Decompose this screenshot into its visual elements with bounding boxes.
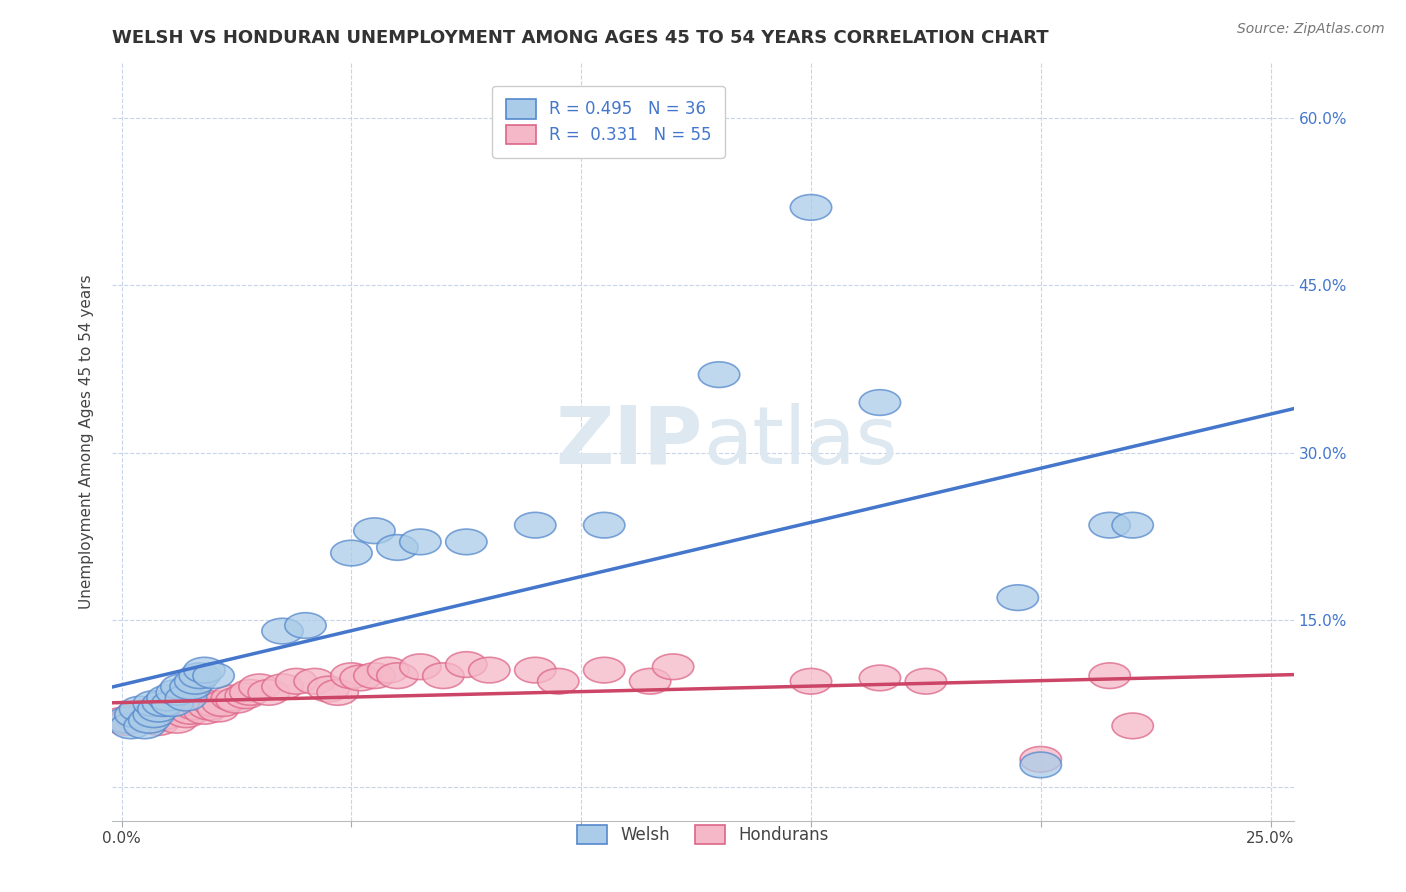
Ellipse shape xyxy=(537,668,579,694)
Ellipse shape xyxy=(120,702,160,728)
Ellipse shape xyxy=(1112,512,1153,538)
Ellipse shape xyxy=(124,713,166,739)
Ellipse shape xyxy=(354,518,395,543)
Ellipse shape xyxy=(184,657,225,683)
Ellipse shape xyxy=(294,668,336,694)
Ellipse shape xyxy=(377,663,418,689)
Ellipse shape xyxy=(229,680,271,706)
Ellipse shape xyxy=(105,710,148,735)
Ellipse shape xyxy=(160,690,202,716)
Ellipse shape xyxy=(583,512,624,538)
Ellipse shape xyxy=(134,707,174,733)
Legend: Welsh, Hondurans: Welsh, Hondurans xyxy=(564,812,842,858)
Ellipse shape xyxy=(515,512,555,538)
Ellipse shape xyxy=(188,694,229,720)
Ellipse shape xyxy=(630,668,671,694)
Ellipse shape xyxy=(152,690,193,716)
Ellipse shape xyxy=(652,654,693,680)
Ellipse shape xyxy=(105,707,148,733)
Text: atlas: atlas xyxy=(703,402,897,481)
Ellipse shape xyxy=(148,685,188,711)
Ellipse shape xyxy=(148,698,188,724)
Ellipse shape xyxy=(399,654,441,680)
Ellipse shape xyxy=(142,704,184,730)
Ellipse shape xyxy=(790,668,832,694)
Ellipse shape xyxy=(330,541,373,566)
Ellipse shape xyxy=(1090,663,1130,689)
Ellipse shape xyxy=(1021,752,1062,778)
Ellipse shape xyxy=(790,194,832,220)
Text: WELSH VS HONDURAN UNEMPLOYMENT AMONG AGES 45 TO 54 YEARS CORRELATION CHART: WELSH VS HONDURAN UNEMPLOYMENT AMONG AGE… xyxy=(112,29,1049,47)
Ellipse shape xyxy=(115,706,156,731)
Ellipse shape xyxy=(170,674,211,699)
Ellipse shape xyxy=(262,618,304,644)
Ellipse shape xyxy=(399,529,441,555)
Ellipse shape xyxy=(197,697,239,722)
Ellipse shape xyxy=(160,674,202,699)
Ellipse shape xyxy=(997,585,1039,610)
Ellipse shape xyxy=(859,665,901,690)
Text: Source: ZipAtlas.com: Source: ZipAtlas.com xyxy=(1237,22,1385,37)
Text: ZIP: ZIP xyxy=(555,402,703,481)
Ellipse shape xyxy=(179,663,221,689)
Ellipse shape xyxy=(367,657,409,683)
Ellipse shape xyxy=(515,657,555,683)
Ellipse shape xyxy=(217,688,257,713)
Ellipse shape xyxy=(142,690,184,716)
Ellipse shape xyxy=(134,690,174,716)
Ellipse shape xyxy=(699,362,740,387)
Ellipse shape xyxy=(211,685,253,711)
Ellipse shape xyxy=(115,702,156,728)
Ellipse shape xyxy=(174,668,217,694)
Ellipse shape xyxy=(446,529,486,555)
Ellipse shape xyxy=(124,702,166,728)
Ellipse shape xyxy=(101,707,142,733)
Ellipse shape xyxy=(170,698,211,724)
Ellipse shape xyxy=(174,694,217,720)
Ellipse shape xyxy=(134,702,174,728)
Ellipse shape xyxy=(110,713,152,739)
Ellipse shape xyxy=(247,680,290,706)
Ellipse shape xyxy=(166,702,207,728)
Ellipse shape xyxy=(905,668,946,694)
Ellipse shape xyxy=(239,674,280,699)
Ellipse shape xyxy=(446,652,486,677)
Ellipse shape xyxy=(262,674,304,699)
Ellipse shape xyxy=(120,697,160,722)
Ellipse shape xyxy=(423,663,464,689)
Ellipse shape xyxy=(138,710,179,735)
Ellipse shape xyxy=(316,680,359,706)
Ellipse shape xyxy=(128,707,170,733)
Ellipse shape xyxy=(202,690,243,716)
Ellipse shape xyxy=(859,390,901,416)
Ellipse shape xyxy=(1090,512,1130,538)
Ellipse shape xyxy=(110,707,152,733)
Ellipse shape xyxy=(225,683,266,708)
Ellipse shape xyxy=(184,698,225,724)
Ellipse shape xyxy=(354,663,395,689)
Ellipse shape xyxy=(1021,747,1062,772)
Ellipse shape xyxy=(166,685,207,711)
Ellipse shape xyxy=(115,702,156,728)
Ellipse shape xyxy=(1112,713,1153,739)
Ellipse shape xyxy=(179,690,221,716)
Ellipse shape xyxy=(377,534,418,560)
Ellipse shape xyxy=(583,657,624,683)
Ellipse shape xyxy=(330,663,373,689)
Ellipse shape xyxy=(193,663,235,689)
Ellipse shape xyxy=(138,697,179,722)
Ellipse shape xyxy=(340,665,381,690)
Ellipse shape xyxy=(285,613,326,639)
Ellipse shape xyxy=(152,694,193,720)
Ellipse shape xyxy=(193,690,235,716)
Y-axis label: Unemployment Among Ages 45 to 54 years: Unemployment Among Ages 45 to 54 years xyxy=(79,274,94,609)
Ellipse shape xyxy=(156,680,197,706)
Ellipse shape xyxy=(276,668,316,694)
Ellipse shape xyxy=(128,698,170,724)
Ellipse shape xyxy=(468,657,510,683)
Ellipse shape xyxy=(156,707,197,733)
Ellipse shape xyxy=(308,676,349,702)
